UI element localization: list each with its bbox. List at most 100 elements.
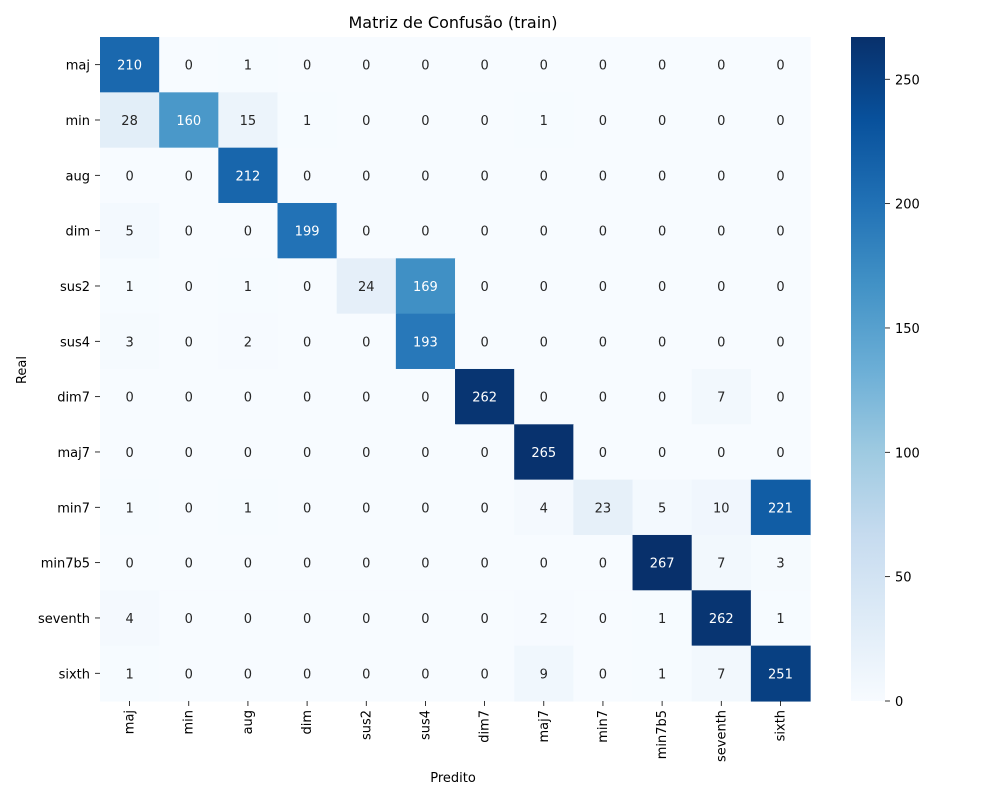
cell-value-label: 0 [776,280,784,295]
cell-value-label: 0 [362,114,370,129]
heatmap-cell [218,202,279,259]
cell-value-label: 23 [595,501,612,516]
cell-value-label: 0 [303,667,311,682]
cell-value-label: 0 [480,225,488,240]
heatmap-cell [632,92,693,149]
cell-value-label: 0 [303,446,311,461]
heatmap-cell [514,534,574,591]
heatmap-cell [455,479,515,536]
y-tick-label: aug [66,169,90,184]
colorbar-tick-label: 50 [895,571,912,586]
x-tick-label: dim7 [478,710,493,743]
cell-value-label: 24 [358,280,375,295]
x-tick-label: seventh [714,710,729,762]
heatmap-cell [514,202,574,259]
heatmap-cell [573,313,634,370]
heatmap-cell [100,479,160,536]
cell-value-label: 267 [650,557,675,572]
cell-value-label: 1 [658,612,666,627]
cell-value-label: 0 [776,169,784,184]
x-tick-label: dim [300,710,315,735]
cell-value-label: 0 [421,169,429,184]
cell-value-label: 0 [658,335,666,350]
heatmap-cell [100,258,160,315]
heatmap-cell [455,368,515,425]
cell-value-label: 1 [303,114,311,129]
cell-value-label: 265 [531,446,556,461]
heatmap-cell [632,645,693,702]
cell-value-label: 0 [125,169,133,184]
x-axis-ticks: maj min aug dim sus2 sus4 dim7 maj7 min7 min7b5 se… [123,700,788,762]
cell-value-label: 0 [185,501,193,516]
heatmap-cell [514,147,574,204]
x-tick-label: aug [241,710,256,734]
cell-value-label: 0 [480,501,488,516]
heatmap-cell [514,258,574,315]
heatmap-cell [514,590,574,647]
heatmap-cell [455,313,515,370]
heatmap-cell [750,534,811,591]
heatmap-cell [218,590,279,647]
heatmap-cell [100,92,160,149]
heatmap-cell [277,424,338,481]
heatmap-cell [218,424,279,481]
heatmap-cell [455,645,515,702]
heatmap-cell [218,258,279,315]
cell-value-label: 0 [303,501,311,516]
heatmap-cell [691,202,752,259]
cell-value-label: 0 [185,225,193,240]
cell-value-label: 1 [776,612,784,627]
heatmap-cell [336,424,397,481]
heatmap-cell [395,645,456,702]
heatmap-cell [277,147,338,204]
cell-value-label: 0 [599,446,607,461]
heatmap-cell [395,258,456,315]
heatmap-cell [632,147,693,204]
cell-value-label: 0 [185,169,193,184]
cell-value-label: 2 [244,335,252,350]
heatmap-cell [277,368,338,425]
colorbar-tick-label: 150 [895,322,920,337]
chart-title: Matriz de Confusão (train) [348,13,557,32]
heatmap-cell [573,645,634,702]
heatmap-cell [277,645,338,702]
y-tick-label: sus2 [60,280,90,295]
heatmap-cells: 210 0 1 0 0 0 0 0 0 0 0 028 160 15 1 0 0 0 1 0 0 0 00 0 212 0 0 0 0 0… [100,37,811,702]
cell-value-label: 0 [599,557,607,572]
heatmap-cell [691,424,752,481]
heatmap-cell [395,479,456,536]
heatmap-cell [218,368,279,425]
heatmap-cell [159,37,219,93]
cell-value-label: 0 [185,557,193,572]
heatmap-cell [455,534,515,591]
cell-value-label: 0 [599,225,607,240]
heatmap-cell [691,258,752,315]
cell-value-label: 0 [421,612,429,627]
y-tick-label: seventh [38,612,90,627]
cell-value-label: 0 [185,446,193,461]
heatmap-cell [395,202,456,259]
cell-value-label: 0 [599,391,607,406]
cell-value-label: 262 [472,391,497,406]
heatmap-cell [336,92,397,149]
y-tick-label: min7b5 [41,557,90,572]
x-tick-label: sus2 [359,710,374,740]
cell-value-label: 0 [185,612,193,627]
heatmap-cell [159,645,219,702]
heatmap-cell [514,645,574,702]
y-tick-label: dim7 [57,391,90,406]
cell-value-label: 5 [658,501,666,516]
cell-value-label: 0 [185,391,193,406]
heatmap-cell [514,479,574,536]
cell-value-label: 0 [658,446,666,461]
heatmap-cell [750,479,811,536]
cell-value-label: 0 [244,391,252,406]
heatmap-cell [632,368,693,425]
cell-value-label: 0 [421,446,429,461]
heatmap-cell [159,534,219,591]
cell-value-label: 0 [421,501,429,516]
cell-value-label: 0 [540,335,548,350]
heatmap-cell [573,590,634,647]
heatmap-cell [691,534,752,591]
cell-value-label: 1 [540,114,548,129]
